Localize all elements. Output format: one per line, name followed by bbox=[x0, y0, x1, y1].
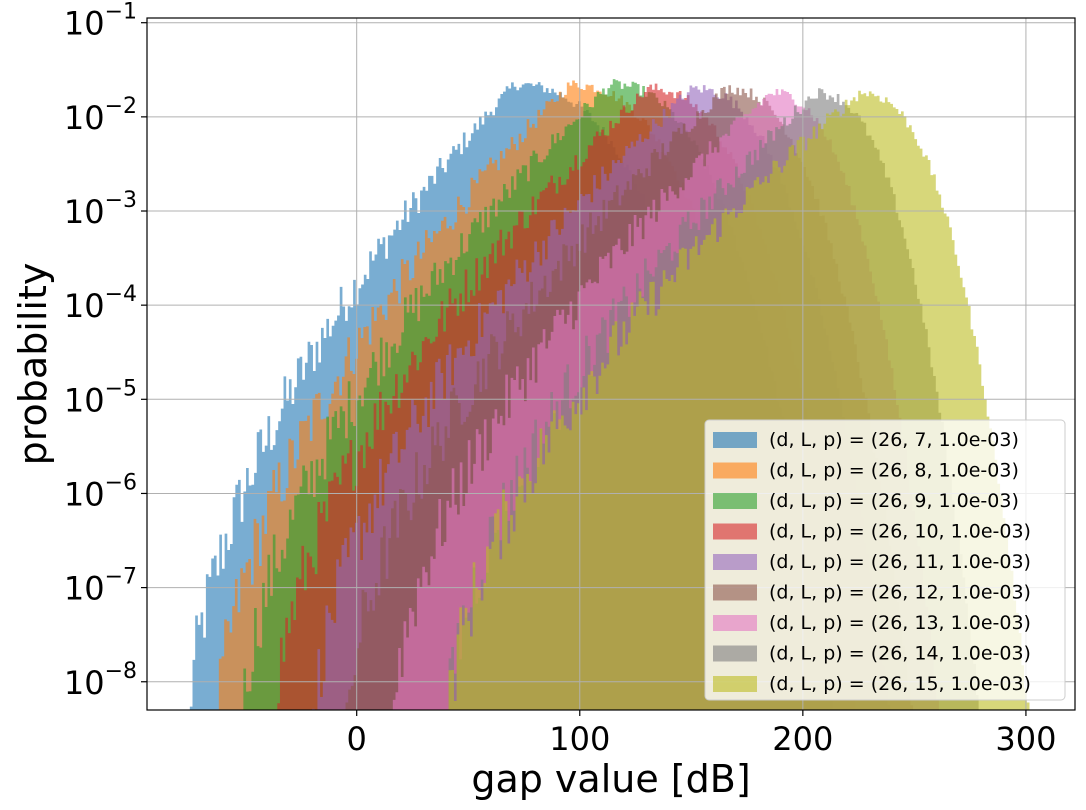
x-axis-label: gap value [dB] bbox=[471, 757, 750, 801]
plot-area-frame bbox=[146, 17, 1076, 711]
y-tick-label: 10−6 bbox=[64, 470, 137, 513]
x-tick-label: 200 bbox=[772, 720, 833, 758]
legend-swatch bbox=[713, 493, 757, 509]
x-tick-label: 300 bbox=[995, 720, 1056, 758]
legend-label: (d, L, p) = (26, 9, 1.0e-03) bbox=[769, 490, 1019, 512]
legend-box bbox=[704, 419, 1066, 701]
x-tick-label: 0 bbox=[347, 720, 367, 758]
legend-swatch bbox=[713, 645, 757, 662]
legend-label: (d, L, p) = (26, 14, 1.0e-03) bbox=[769, 643, 1031, 665]
y-axis-label: probability bbox=[11, 263, 55, 466]
legend-label: (d, L, p) = (26, 15, 1.0e-03) bbox=[769, 673, 1031, 695]
legend-swatch bbox=[713, 676, 757, 692]
legend-label: (d, L, p) = (26, 11, 1.0e-03) bbox=[769, 551, 1031, 573]
grid-lines bbox=[147, 18, 1075, 710]
axis-ticks: 0 100 200 300 10−8 10−7 10−6 10−5 10−4 10−3 10−2 10… bbox=[64, 0, 1057, 758]
y-tick-label: 10−2 bbox=[64, 94, 137, 137]
legend-swatch bbox=[713, 554, 757, 570]
y-tick-label: 10−5 bbox=[64, 376, 137, 419]
y-tick-label: 10−4 bbox=[64, 282, 137, 325]
y-tick-label: 10−3 bbox=[64, 188, 137, 231]
legend-label: (d, L, p) = (26, 13, 1.0e-03) bbox=[769, 612, 1031, 634]
legend-swatch bbox=[713, 523, 757, 540]
legend: (d, L, p) = (26, 7, 1.0e-03) (d, L, p) = … bbox=[704, 419, 1066, 701]
y-tick-label: 10−8 bbox=[64, 659, 137, 702]
legend-swatch bbox=[713, 462, 757, 479]
y-tick-label: 10−7 bbox=[64, 565, 137, 608]
legend-label: (d, L, p) = (26, 8, 1.0e-03) bbox=[769, 460, 1019, 482]
legend-label: (d, L, p) = (26, 7, 1.0e-03) bbox=[769, 429, 1019, 451]
legend-label: (d, L, p) = (26, 10, 1.0e-03) bbox=[769, 521, 1031, 543]
legend-swatch bbox=[713, 584, 757, 601]
legend-label: (d, L, p) = (26, 12, 1.0e-03) bbox=[769, 582, 1031, 604]
x-tick-label: 100 bbox=[549, 720, 610, 758]
legend-swatch bbox=[713, 432, 757, 448]
y-tick-label: 10−1 bbox=[64, 0, 137, 43]
legend-swatch bbox=[713, 615, 757, 631]
